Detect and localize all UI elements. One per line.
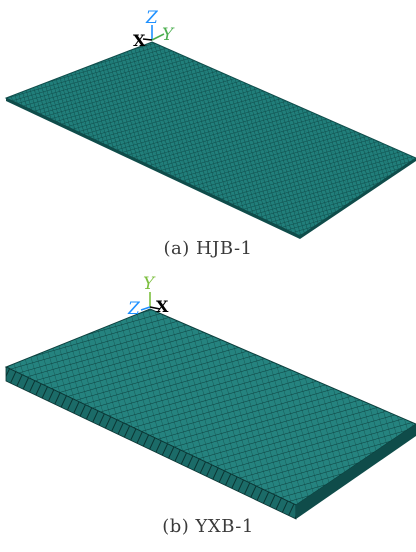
- axis-triad-hjb-1: Z X Y: [133, 8, 175, 50]
- axis-label-y: Y: [162, 25, 175, 45]
- axis-label-z: Z: [145, 8, 159, 28]
- axis-label-x: X: [156, 297, 169, 316]
- axis-label-y: Y: [143, 274, 156, 294]
- axis-label-z: Z: [127, 299, 141, 319]
- caption-yxb-1: (b) YXB-1: [162, 516, 254, 537]
- mesh-plot-yxb-1: Y Z X: [4, 274, 416, 520]
- panel-yxb-1: Y Z X (b) YXB-1: [0, 272, 416, 552]
- caption-hjb-1: (a) HJB-1: [163, 238, 253, 259]
- slab-edge-hjb-1: [6, 98, 300, 239]
- mesh-plot-hjb-1: Z X Y: [4, 8, 416, 239]
- axis-label-x: X: [133, 31, 146, 50]
- panel-hjb-1: Z X Y (a) HJB-1: [0, 0, 416, 272]
- axis-triad-yxb-1: Y Z X: [127, 274, 169, 319]
